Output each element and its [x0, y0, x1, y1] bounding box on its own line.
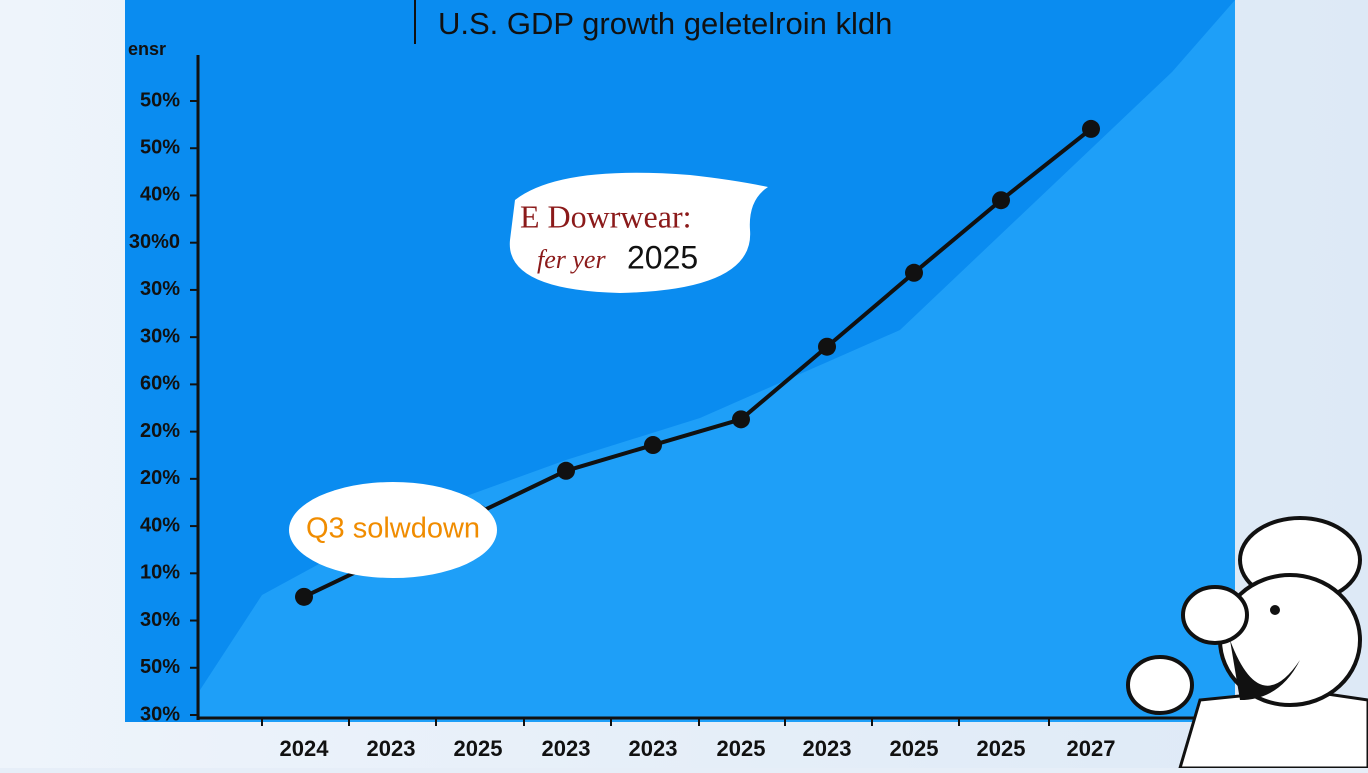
callout: E Dowrwear: fer yer 2025 — [509, 172, 768, 293]
callout-text: fer yer — [537, 245, 606, 274]
point — [905, 263, 923, 282]
y-tick-label: 30% — [140, 703, 180, 725]
y-tick-label: 10% — [140, 562, 180, 584]
y-tick-label: 20% — [140, 420, 180, 442]
y-tick-label: 50% — [140, 89, 180, 111]
cartoon-mascot — [1126, 516, 1368, 770]
point — [557, 461, 575, 480]
y-tick-label: 30% — [140, 609, 180, 631]
callout-text: Q3 solwdown — [306, 513, 480, 545]
x-tick-label: 2025 — [717, 736, 766, 761]
y-tick-label: 40% — [140, 514, 180, 536]
x-tick-label: 2025 — [977, 736, 1026, 761]
x-tick-label: 2025 — [454, 736, 503, 761]
y-tick-label: 30% — [140, 325, 180, 347]
x-tick-label: 2023 — [803, 736, 852, 761]
x-tick-label: 2023 — [367, 736, 416, 761]
y-tick-label: 40% — [140, 184, 180, 206]
point — [732, 410, 750, 429]
chart-title: U.S. GDP growth geletelroin kldh — [438, 6, 892, 41]
y-tick-label: 60% — [140, 373, 180, 395]
callout-bubble — [289, 482, 497, 578]
x-tick-label: 2023 — [542, 736, 591, 761]
y-tick-label: 20% — [140, 467, 180, 489]
y-tick-label: 50% — [140, 656, 180, 678]
point — [992, 191, 1010, 210]
x-tick-label: 2027 — [1067, 736, 1116, 761]
point — [295, 587, 313, 606]
point — [644, 436, 662, 455]
x-tick-label: 2024 — [280, 736, 330, 761]
callout-text: 2025 — [627, 239, 698, 275]
y-axis-title: ensr — [128, 39, 166, 59]
point — [818, 337, 836, 356]
y-tick-label: 50% — [140, 137, 180, 159]
point — [1082, 119, 1100, 138]
x-tick-label: 2023 — [629, 736, 678, 761]
callout-text: E Dowrwear: — [520, 198, 691, 234]
y-tick-label: 30%0 — [129, 231, 180, 253]
y-tick-label: 30% — [140, 278, 180, 300]
x-tick-label: 2025 — [890, 736, 939, 761]
callout-bubble — [509, 172, 768, 293]
